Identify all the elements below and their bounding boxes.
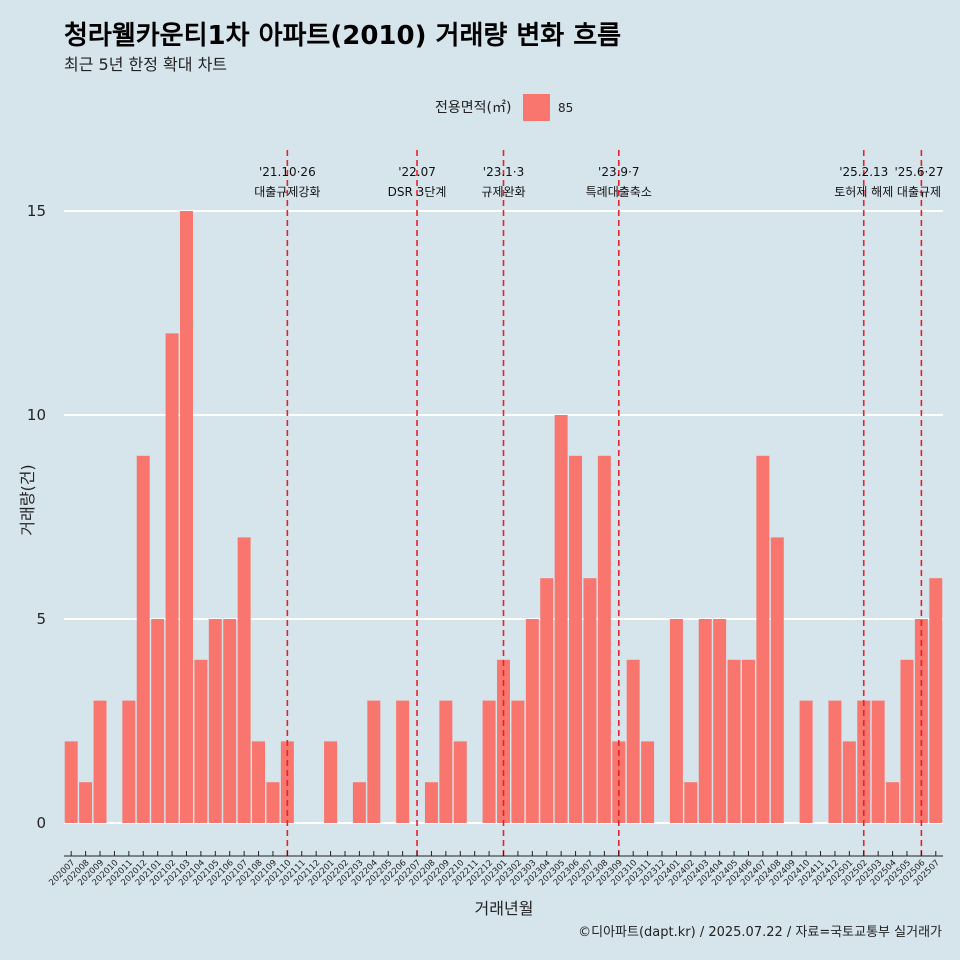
caption: ©디아파트(dapt.kr) / 2025.07.22 / 자료=국토교통부 실… [578,925,942,940]
y-tick-label-15: 15 [27,202,46,220]
bar-202206 [396,700,410,823]
bar-202306 [569,455,583,823]
y-tick-label-5: 5 [36,610,46,628]
event-date-2: '23.1·3 [483,165,524,179]
bar-202302 [511,700,525,823]
bar-202209 [439,700,453,823]
bar-202410 [799,700,813,823]
bar-202405 [727,659,741,823]
event-lines: '21.10·26 대출규제강화 '22.07 DSR 3단계 '23.1·3 규제완화 '… [254,150,944,856]
bar-202507 [929,578,943,823]
legend-swatch-85 [523,94,550,121]
bar-202311 [641,741,655,823]
y-tick-label-0: 0 [36,814,46,832]
bar-202305 [554,415,568,823]
y-tick-label-10: 10 [27,406,46,424]
bar-202106 [223,619,237,823]
bar-202412 [828,700,842,823]
event-date-4: '25.2.13 [839,165,888,179]
bar-202011 [122,700,136,823]
event-date-1: '22.07 [398,165,436,179]
bar-202201 [324,741,338,823]
bar-202407 [756,455,770,823]
bar-202503 [871,700,885,823]
bar-202406 [741,659,755,823]
bar-202101 [151,619,165,823]
bar-202109 [266,782,280,823]
bar-202404 [713,619,727,823]
y-axis-ticks: 0 5 10 15 [27,202,46,832]
event-label-2: 규제완화 [481,185,525,199]
bar-202107 [237,537,251,823]
y-axis-title: 거래량(건) [18,464,37,535]
legend-label-85: 85 [558,101,573,115]
bar-202307 [583,578,597,823]
bar-202203 [352,782,366,823]
bar-202401 [669,619,683,823]
event-label-1: DSR 3단계 [388,185,447,199]
bar-202208 [424,782,438,823]
x-axis-title: 거래년월 [475,899,534,918]
bar-202501 [842,741,856,823]
bar-202504 [886,782,900,823]
chart-title: 청라웰카운티1차 아파트(2010) 거래량 변화 흐름 [64,21,621,51]
x-axis: 2020072020082020092020102020112020122021… [47,851,943,888]
event-date-0: '21.10·26 [259,165,316,179]
bar-202008 [79,782,93,823]
event-date-5: '25.6·27 [894,165,943,179]
bar-202304 [540,578,554,823]
bar-202012 [136,455,150,823]
event-label-3: 특례대출축소 [586,185,652,199]
event-label-5: 대출규제 [897,185,941,199]
legend: 전용면적(㎡) 85 [435,94,573,121]
event-date-3: '23.9·7 [598,165,639,179]
bar-202402 [684,782,698,823]
bar-202210 [453,741,467,823]
bar-202310 [626,659,640,823]
bar-202108 [252,741,266,823]
bar-202408 [770,537,784,823]
bar-202009 [93,700,107,823]
legend-title: 전용면적(㎡) [435,100,511,116]
bar-202204 [367,700,381,823]
bar-202303 [525,619,539,823]
bar-202308 [597,455,611,823]
chart-subtitle: 최근 5년 한정 확대 차트 [64,55,227,74]
bar-202105 [208,619,222,823]
bar-202103 [179,211,193,823]
event-label-4: 토허제 해제 [834,185,893,199]
event-label-0: 대출규제강화 [254,185,320,199]
bar-202102 [165,333,179,823]
bar-202104 [194,659,208,823]
bar-202007 [64,741,78,823]
bar-202403 [698,619,712,823]
bar-202505 [900,659,914,823]
bars [64,211,943,823]
bar-202212 [482,700,496,823]
